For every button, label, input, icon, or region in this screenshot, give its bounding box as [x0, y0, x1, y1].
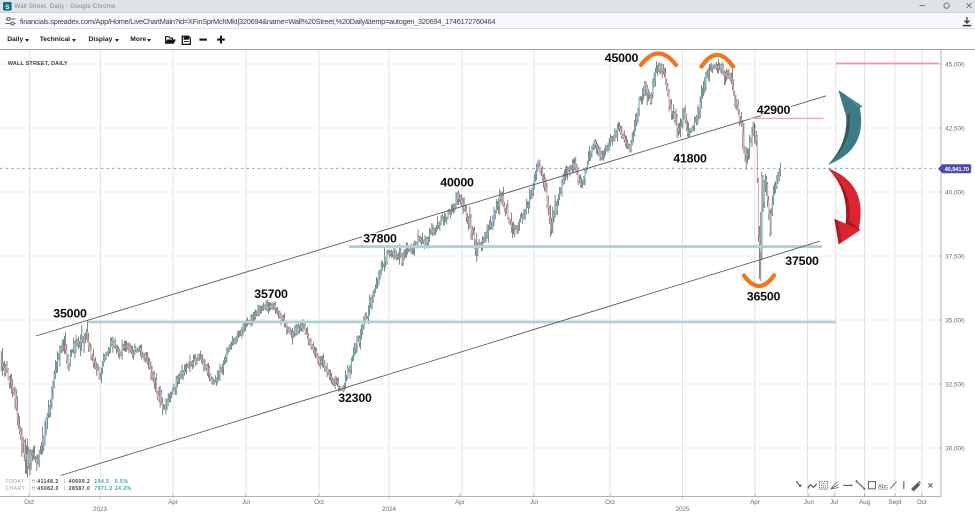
svg-text:Jul: Jul: [242, 499, 250, 506]
svg-text:Apr: Apr: [750, 499, 760, 506]
svg-text:45,000: 45,000: [945, 61, 965, 68]
svg-text:2024: 2024: [382, 506, 397, 513]
svg-text:36500: 36500: [747, 290, 781, 304]
svg-text:45000: 45000: [605, 51, 639, 65]
svg-text:35000: 35000: [53, 306, 87, 320]
svg-text:Aug: Aug: [859, 499, 871, 506]
svg-text:41800: 41800: [673, 151, 707, 165]
svg-text:37500: 37500: [785, 254, 819, 268]
svg-text:Oct: Oct: [917, 499, 927, 506]
svg-text:35,000: 35,000: [945, 317, 965, 324]
svg-text:Jul: Jul: [530, 499, 538, 506]
svg-text:37,500: 37,500: [945, 253, 965, 260]
svg-text:Apr: Apr: [168, 499, 178, 506]
svg-text:2025: 2025: [675, 506, 690, 513]
svg-text:32300: 32300: [338, 391, 372, 405]
svg-text:S: S: [5, 3, 10, 10]
svg-text:Apr: Apr: [455, 499, 465, 506]
svg-text:40,000: 40,000: [945, 189, 965, 196]
svg-text:WALL STREET, DAILY: WALL STREET, DAILY: [8, 61, 68, 67]
svg-text:37800: 37800: [363, 232, 397, 246]
svg-text:35700: 35700: [254, 287, 288, 301]
svg-text:Abc: Abc: [878, 484, 888, 490]
svg-text:Oct: Oct: [24, 499, 34, 506]
svg-text:32,500: 32,500: [945, 381, 965, 388]
svg-text:Jul: Jul: [830, 499, 838, 506]
svg-text:40000: 40000: [440, 176, 474, 190]
svg-text:40,941.70: 40,941.70: [945, 167, 969, 173]
svg-text:Jun: Jun: [804, 499, 815, 506]
svg-text:30,000: 30,000: [945, 445, 965, 452]
svg-text:Oct: Oct: [605, 499, 615, 506]
svg-text:Oct: Oct: [314, 499, 324, 506]
svg-text:42900: 42900: [757, 103, 791, 117]
svg-text:2023: 2023: [93, 506, 108, 513]
svg-text:Sept: Sept: [889, 499, 902, 506]
svg-text:42,500: 42,500: [945, 125, 965, 132]
